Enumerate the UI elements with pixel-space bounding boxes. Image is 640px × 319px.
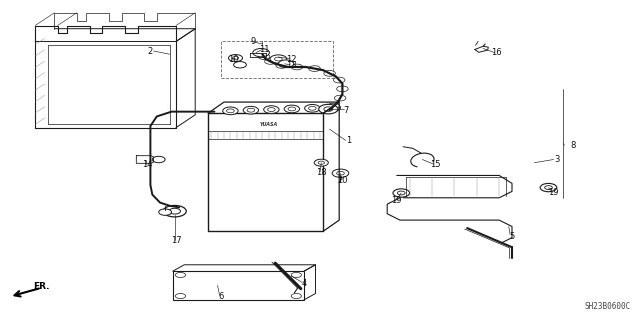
Bar: [208, 113, 323, 231]
Circle shape: [328, 103, 340, 109]
Text: 5: 5: [509, 232, 515, 241]
Circle shape: [324, 70, 335, 76]
Circle shape: [152, 156, 165, 163]
Text: 19: 19: [392, 197, 402, 205]
Text: 8: 8: [570, 141, 575, 150]
Circle shape: [275, 57, 282, 61]
Circle shape: [175, 293, 186, 299]
Text: 2: 2: [148, 47, 153, 56]
Circle shape: [333, 77, 345, 83]
Text: 10: 10: [228, 55, 239, 63]
Circle shape: [393, 189, 410, 197]
Circle shape: [247, 108, 255, 112]
Text: 1: 1: [346, 136, 351, 145]
Circle shape: [228, 55, 243, 62]
Circle shape: [243, 107, 259, 114]
Text: 4: 4: [301, 279, 307, 288]
Circle shape: [175, 272, 186, 278]
Bar: [173, 271, 304, 300]
Circle shape: [232, 56, 239, 60]
Text: YUASA: YUASA: [260, 122, 278, 127]
Text: 20: 20: [337, 176, 348, 185]
Text: 9: 9: [250, 37, 255, 46]
Circle shape: [335, 95, 346, 101]
Circle shape: [324, 107, 333, 111]
Circle shape: [270, 55, 287, 63]
Circle shape: [288, 107, 296, 111]
Circle shape: [332, 169, 349, 177]
Circle shape: [319, 104, 338, 114]
Circle shape: [234, 62, 246, 68]
Circle shape: [169, 208, 180, 214]
Text: FR.: FR.: [33, 282, 50, 291]
Circle shape: [337, 171, 344, 175]
Circle shape: [314, 159, 328, 166]
Text: 17: 17: [171, 236, 181, 245]
Circle shape: [264, 106, 279, 114]
Circle shape: [308, 66, 321, 71]
Text: 12: 12: [286, 55, 296, 63]
Circle shape: [227, 109, 234, 113]
Circle shape: [259, 54, 270, 59]
Circle shape: [278, 60, 294, 68]
Circle shape: [291, 293, 301, 299]
Circle shape: [265, 59, 276, 64]
Circle shape: [305, 105, 320, 112]
Circle shape: [291, 64, 303, 70]
Circle shape: [545, 186, 552, 189]
Circle shape: [268, 108, 275, 112]
Circle shape: [540, 183, 557, 192]
Bar: [221, 41, 333, 78]
Circle shape: [329, 106, 337, 110]
Circle shape: [163, 205, 186, 217]
Text: 7: 7: [343, 106, 348, 115]
Text: 16: 16: [491, 48, 501, 57]
Text: 3: 3: [554, 155, 559, 164]
Text: 18: 18: [316, 168, 326, 177]
Circle shape: [337, 86, 348, 92]
Circle shape: [325, 104, 340, 112]
Circle shape: [253, 48, 269, 57]
Text: SH23B0600C: SH23B0600C: [584, 302, 630, 311]
Circle shape: [159, 209, 172, 215]
Text: 11: 11: [259, 45, 269, 54]
Circle shape: [397, 191, 405, 195]
Circle shape: [284, 105, 300, 113]
Circle shape: [308, 107, 316, 110]
Text: 6: 6: [218, 292, 223, 301]
Circle shape: [223, 107, 238, 115]
Circle shape: [318, 161, 324, 164]
Text: 14: 14: [142, 160, 152, 169]
Circle shape: [276, 63, 287, 68]
Text: 19: 19: [548, 189, 559, 197]
Circle shape: [291, 272, 301, 278]
Text: 13: 13: [286, 61, 296, 70]
Text: 15: 15: [430, 160, 440, 169]
